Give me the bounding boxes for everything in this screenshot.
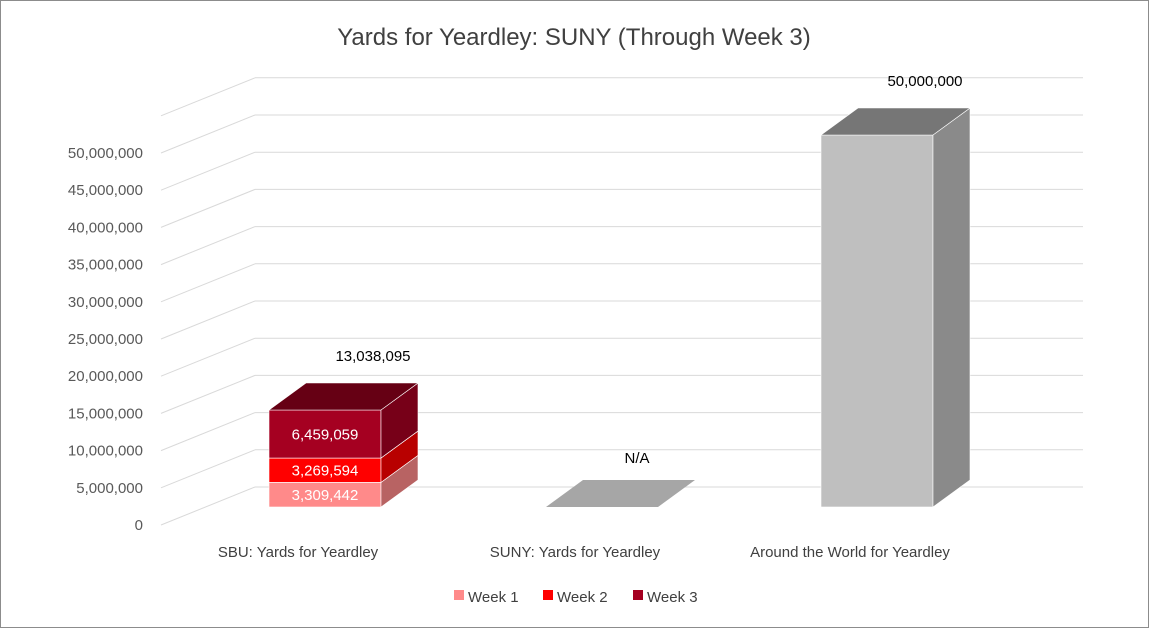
gridline-diagonal	[160, 263, 256, 303]
y-tick-label: 35,000,000	[68, 257, 143, 274]
legend-label: Week 1	[468, 589, 519, 606]
gridline-diagonal	[160, 226, 256, 266]
gridline-diagonal	[160, 449, 256, 489]
legend: Week 1 Week 2 Week 3	[454, 589, 698, 606]
bar-segment-week-1-front	[268, 482, 382, 508]
gridline-diagonal	[160, 486, 256, 526]
y-axis: 0 5,000,000 10,000,000 15,000,000 20,000,000…	[68, 145, 143, 534]
bar-segment-week-3	[268, 382, 419, 459]
gridline-diagonal	[160, 300, 256, 340]
x-axis: SBU: Yards for Yeardley SUNY: Yards for Y…	[218, 544, 951, 561]
y-tick-label: 10,000,000	[68, 443, 143, 460]
x-category-label: Around the World for Yeardley	[750, 544, 950, 561]
goal-bar-side	[932, 107, 971, 508]
y-tick-label: 5,000,000	[76, 480, 143, 497]
bar-segment-week-3-top	[268, 382, 419, 411]
legend-swatch	[543, 590, 553, 600]
empty-bar-base	[546, 480, 695, 507]
gridline-diagonal	[160, 374, 256, 414]
total-data-label: N/A	[624, 450, 649, 467]
gridline-diagonal	[160, 412, 256, 452]
x-category-label: SUNY: Yards for Yeardley	[490, 544, 661, 561]
y-tick-label: 0	[135, 517, 143, 534]
legend-label: Week 3	[647, 589, 698, 606]
gridline-diagonal	[160, 337, 256, 377]
bar-segment-week-3-front	[268, 409, 382, 459]
total-data-label: 13,038,095	[335, 348, 410, 365]
legend-swatch	[633, 590, 643, 600]
legend-swatch	[454, 590, 464, 600]
total-data-label: 50,000,000	[887, 73, 962, 90]
gridline-diagonal	[160, 77, 256, 117]
segment-data-label: 6,459,059	[292, 427, 359, 444]
y-tick-label: 30,000,000	[68, 294, 143, 311]
gridline-diagonal	[160, 114, 256, 154]
y-tick-label: 25,000,000	[68, 331, 143, 348]
chart-title: Yards for Yeardley: SUNY (Through Week 3…	[337, 24, 811, 51]
y-tick-label: 20,000,000	[68, 368, 143, 385]
y-tick-label: 45,000,000	[68, 182, 143, 199]
gridline-diagonal	[160, 151, 256, 191]
segment-data-label: 3,309,442	[292, 487, 359, 504]
bars: 3,309,442 3,269,594 6,459,059 13,038,095 N/A…	[268, 73, 971, 508]
goal-bar	[820, 107, 971, 508]
goal-bar-front	[820, 134, 934, 508]
segment-data-label: 3,269,594	[292, 463, 359, 480]
legend-label: Week 2	[557, 589, 608, 606]
x-category-label: SBU: Yards for Yeardley	[218, 544, 379, 561]
gridline-diagonal	[160, 188, 256, 228]
y-tick-label: 40,000,000	[68, 219, 143, 236]
y-tick-label: 50,000,000	[68, 145, 143, 162]
y-tick-label: 15,000,000	[68, 405, 143, 422]
goal-bar-top	[820, 107, 971, 136]
